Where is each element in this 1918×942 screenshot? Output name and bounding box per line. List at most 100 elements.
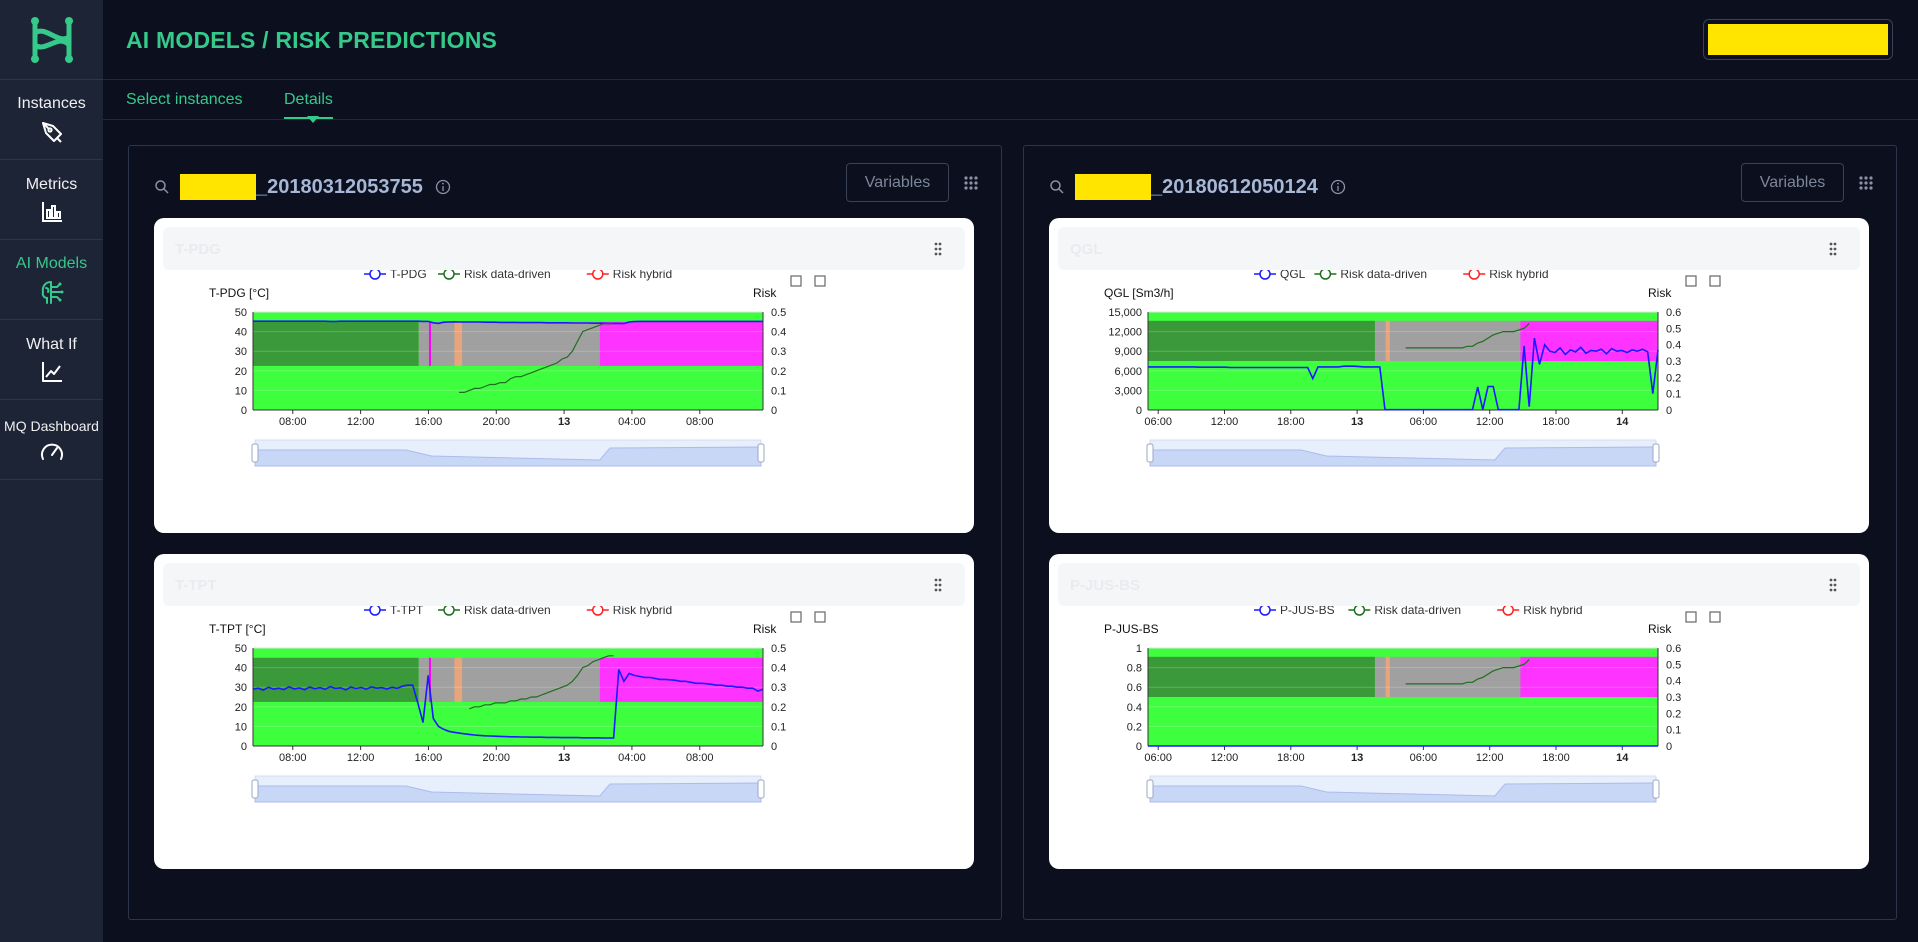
series-line-risk: [1405, 658, 1530, 685]
tab-details[interactable]: Details: [284, 91, 333, 119]
x-tick-label: 18:00: [1277, 752, 1305, 764]
chart-card-header[interactable]: T-PDG: [163, 227, 965, 270]
x-tick-label: 14: [1616, 416, 1629, 428]
line-chart-icon: [40, 360, 64, 384]
x-tick-label: 12:00: [1476, 416, 1504, 428]
sidebar-item-mq-dashboard[interactable]: MQ Dashboard: [0, 400, 103, 480]
series-line-main: [1148, 337, 1659, 411]
sidebar-item-ai-models[interactable]: AI Models: [0, 240, 103, 320]
grid-menu-icon[interactable]: [1858, 175, 1874, 191]
sidebar-item-what-if[interactable]: What If: [0, 320, 103, 400]
y-tick-label: 50: [235, 307, 247, 319]
chart-qgl[interactable]: QGL Risk data-driven Risk hybrid QGL [Sm3/h…: [1049, 270, 1869, 533]
variables-button[interactable]: Variables: [846, 163, 949, 202]
zoom-handle-left: [1146, 779, 1154, 799]
chart-card-title: T-TPT: [175, 577, 217, 594]
y2-tick-label: 0.3: [771, 346, 786, 358]
x-tick-label: 12:00: [1211, 752, 1239, 764]
user-menu[interactable]: [1703, 19, 1893, 60]
instance-panel-left: _20180312053755 Variables T-PDG T-PDG Ris…: [128, 145, 1002, 920]
zoom-handle-left: [251, 779, 259, 799]
y-axis-label: T-PDG [°C]: [209, 286, 269, 300]
y-tick-label: 0: [1136, 741, 1142, 753]
y2-tick-label: 0.4: [771, 327, 786, 339]
search-icon: [1050, 180, 1064, 194]
legend-label: P-JUS-BS: [1280, 606, 1335, 617]
chart-card-header[interactable]: T-TPT: [163, 563, 965, 606]
series-line-risk: [469, 655, 614, 710]
legend-label: T-PDG: [390, 270, 427, 281]
sidebar-item-metrics[interactable]: Metrics: [0, 160, 103, 240]
x-tick-label: 18:00: [1542, 416, 1570, 428]
chart-card: P-JUS-BS P-JUS-BS Risk data-driven Risk hy…: [1049, 554, 1869, 869]
x-tick-label: 12:00: [1476, 752, 1504, 764]
y2-tick-label: 0.5: [771, 643, 786, 655]
x-tick-label: 14: [1616, 752, 1629, 764]
instance-panel-right: _20180612050124 Variables QGL QGL Risk da…: [1023, 145, 1897, 920]
risk-zone: [1385, 320, 1390, 361]
x-tick-label: 18:00: [1542, 752, 1570, 764]
chart-card: T-TPT T-TPT Risk data-driven Risk hybrid T-…: [154, 554, 974, 869]
chart-t-pdg[interactable]: T-PDG Risk data-driven Risk hybrid T-PDG [°…: [154, 270, 974, 533]
y2-tick-label: 0: [771, 405, 777, 417]
y2-tick-label: 0.1: [1666, 725, 1681, 737]
y-tick-label: 0: [241, 405, 247, 417]
sidebar-item-label: Metrics: [25, 175, 78, 193]
info-icon[interactable]: [1330, 179, 1346, 195]
app-logo[interactable]: [0, 0, 103, 80]
x-tick-label: 08:00: [279, 752, 307, 764]
instance-search[interactable]: _20180612050124: [1049, 174, 1346, 200]
y2-axis-label: Risk: [753, 286, 777, 300]
zoom-handle-right: [757, 779, 765, 799]
legend-marker: [1468, 270, 1480, 280]
y-tick-label: 30: [235, 346, 247, 358]
chart-p-jus-bs[interactable]: P-JUS-BS Risk data-driven Risk hybrid P-JUS…: [1049, 606, 1869, 869]
drag-handle-icon[interactable]: [933, 577, 943, 593]
grid-menu-icon[interactable]: [963, 175, 979, 191]
redacted-instance-prefix: [1075, 174, 1151, 200]
instance-search[interactable]: _20180312053755: [154, 174, 451, 200]
chart-card-title: QGL: [1070, 241, 1103, 258]
sidebar-item-instances[interactable]: Instances: [0, 80, 103, 160]
info-icon[interactable]: [435, 179, 451, 195]
sidebar: Instances Metrics AI Models What If MQ D…: [0, 0, 103, 942]
zoom-handle-right: [757, 443, 765, 463]
zoom-handle-right: [1652, 443, 1660, 463]
x-tick-label: 04:00: [618, 752, 646, 764]
y-tick-label: 20: [235, 366, 247, 378]
x-tick-label: 08:00: [686, 416, 714, 428]
x-tick-label: 08:00: [279, 416, 307, 428]
x-tick-label: 13: [1351, 416, 1363, 428]
zoom-handle-left: [251, 443, 259, 463]
risk-zone: [454, 321, 463, 366]
variables-button[interactable]: Variables: [1741, 163, 1844, 202]
chart-t-tpt[interactable]: T-TPT Risk data-driven Risk hybrid T-TPT [°…: [154, 606, 974, 869]
reset-icon: [814, 275, 826, 287]
y-tick-label: 0: [241, 741, 247, 753]
drag-handle-icon[interactable]: [933, 241, 943, 257]
tab-select-instances[interactable]: Select instances: [126, 91, 243, 108]
y-tick-label: 1: [1136, 643, 1142, 655]
y-tick-label: 20: [235, 702, 247, 714]
drag-handle-icon[interactable]: [1828, 241, 1838, 257]
legend-label: Risk data-driven: [1340, 270, 1427, 281]
legend-label: QGL: [1280, 270, 1306, 281]
drag-handle-icon[interactable]: [1828, 577, 1838, 593]
x-tick-label: 20:00: [483, 416, 511, 428]
y2-tick-label: 0.4: [771, 663, 786, 675]
risk-zone: [1520, 656, 1658, 697]
legend-marker: [369, 606, 381, 616]
legend-label: Risk hybrid: [613, 606, 672, 617]
legend-marker: [1259, 270, 1271, 280]
chart-card-title: T-PDG: [175, 241, 221, 258]
page-title: AI MODELS / RISK PREDICTIONS: [126, 27, 498, 53]
x-tick-label: 18:00: [1277, 416, 1305, 428]
x-tick-label: 06:00: [1144, 416, 1172, 428]
chart-card-header[interactable]: P-JUS-BS: [1058, 563, 1860, 606]
active-tab-indicator: [307, 116, 319, 123]
y2-tick-label: 0.6: [1666, 307, 1681, 319]
top-header: AI MODELS / RISK PREDICTIONS: [103, 0, 1918, 80]
bar-chart-icon: [40, 200, 64, 224]
pen-tool-icon: [39, 119, 65, 145]
chart-card-header[interactable]: QGL: [1058, 227, 1860, 270]
